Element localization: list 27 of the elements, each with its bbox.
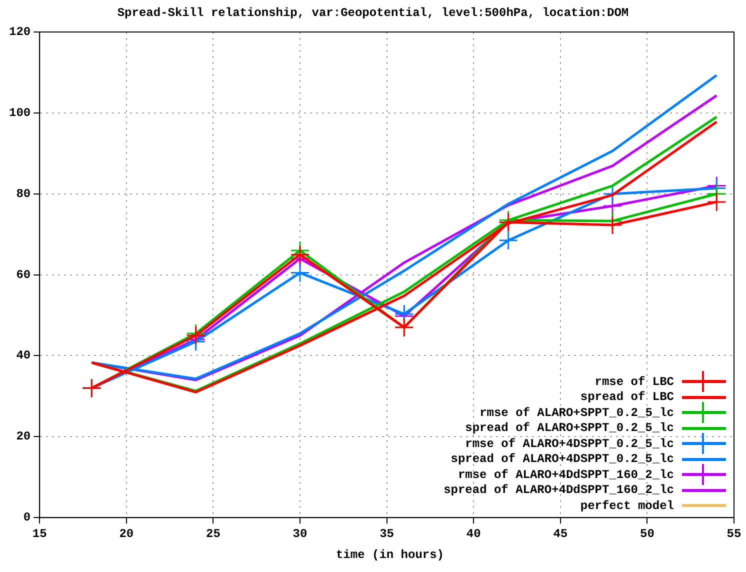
legend-label: spread of ALARO+4DSPPT_0.2_5_lc	[450, 452, 674, 466]
x-tick-label: 55	[726, 526, 742, 541]
y-tick-label: 20	[16, 430, 31, 444]
x-tick-label: 15	[32, 526, 47, 541]
legend-label: spread of LBC	[580, 390, 674, 404]
y-tick-label: 120	[8, 25, 31, 40]
legend-label: spread of ALARO+SPPT_0.2_5_lc	[465, 421, 674, 436]
y-tick-label: 80	[16, 186, 31, 201]
legend-label: rmse of ALARO+4DSPPT_0.2_5_lc	[465, 436, 674, 451]
legend-label: perfect model	[580, 498, 674, 513]
x-tick-label: 25	[206, 526, 220, 541]
x-tick-label: 20	[119, 526, 134, 541]
legend-label: rmse of ALARO+SPPT_0.2_5_lc	[480, 406, 674, 420]
legend-label: rmse of LBC	[594, 374, 674, 389]
x-axis-title: time (in hours)	[334, 548, 446, 562]
y-tick-label: 100	[8, 106, 31, 120]
x-tick-label: 40	[466, 526, 481, 541]
x-tick-label: 50	[640, 526, 654, 541]
y-tick-label: 40	[16, 348, 31, 363]
x-tick-label: 45	[553, 526, 568, 541]
legend-label: spread of ALARO+4DdSPPT_160_2_lc	[444, 483, 674, 498]
legend-label: rmse of ALARO+4DdSPPT_160_2_lc	[458, 468, 674, 482]
y-tick-label: 60	[16, 268, 31, 282]
y-tick-label: 0	[23, 510, 31, 525]
x-tick-label: 30	[292, 526, 308, 541]
x-tick-label: 35	[380, 526, 394, 541]
chart-title: Spread-Skill relationship, var:Geopotential, level:500hPa, location:DOM	[116, 6, 630, 20]
